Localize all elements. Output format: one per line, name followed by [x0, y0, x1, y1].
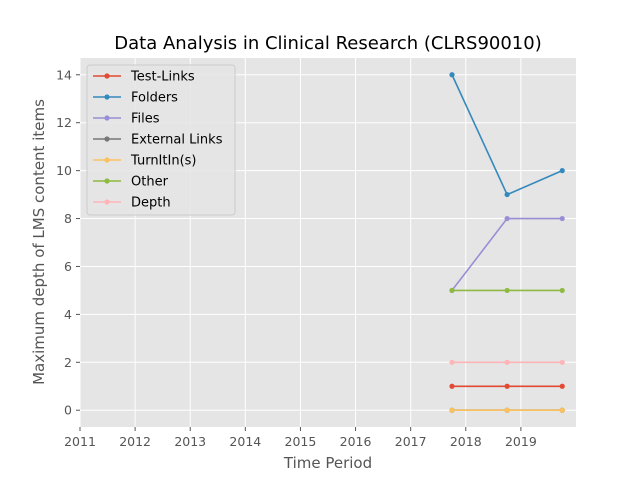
data-point-files	[559, 215, 565, 222]
legend-item: Depth	[93, 196, 171, 211]
legend-label: Folders	[131, 91, 178, 106]
y-tick-label: 12	[56, 115, 72, 130]
legend-label: Test-Links	[130, 70, 195, 85]
legend-label: Other	[131, 175, 169, 190]
data-point-depth	[559, 359, 565, 365]
data-point-folders	[559, 168, 565, 174]
legend-item: Test-Links	[93, 70, 195, 85]
x-axis-label: Time Period	[283, 454, 372, 472]
gridlines	[79, 58, 576, 427]
series-other	[449, 287, 565, 294]
data-point-test-links	[449, 383, 455, 389]
data-point-folders	[504, 191, 510, 198]
series-test-links	[449, 383, 565, 389]
data-point-test-links	[559, 383, 565, 389]
legend-item: External Links	[93, 133, 223, 148]
y-tick-label: 2	[64, 355, 72, 370]
legend-swatch-marker	[104, 115, 110, 121]
data-point-other	[449, 287, 455, 294]
y-tick-label: 10	[56, 163, 72, 178]
legend-item: Folders	[93, 91, 178, 106]
data-point-turnitin-s	[559, 407, 565, 413]
x-tick-label: 2012	[119, 434, 151, 449]
series-turnitin-s	[449, 407, 565, 413]
y-tick-label: 6	[64, 259, 72, 274]
data-point-depth	[504, 359, 510, 365]
y-axis-ticks: 0 2 4 6 8 10 12 14	[56, 67, 80, 418]
legend-box	[86, 64, 236, 216]
y-tick-label: 8	[64, 211, 72, 226]
legend-swatch-marker	[104, 178, 110, 184]
data-point-other	[504, 287, 510, 294]
x-tick-label: 2015	[285, 434, 317, 449]
data-point-turnitin-s	[449, 407, 455, 413]
x-tick-label: 2019	[505, 434, 537, 449]
data-point-files	[504, 215, 510, 222]
y-tick-label: 4	[64, 307, 72, 322]
y-tick-label: 0	[64, 403, 72, 418]
data-point-folders	[449, 72, 455, 78]
series-folders	[449, 72, 565, 198]
legend-label: Depth	[131, 196, 171, 211]
legend-item: TurnItIn(s)	[93, 154, 196, 169]
x-tick-label: 2013	[174, 434, 206, 449]
series-depth	[449, 359, 565, 365]
legend-label: External Links	[131, 133, 223, 148]
x-tick-label: 2016	[340, 434, 372, 449]
chart-title: Data Analysis in Clinical Research (CLRS…	[114, 33, 541, 54]
legend-swatch-marker	[104, 73, 110, 79]
legend-label: TurnItIn(s)	[130, 154, 196, 169]
y-axis-label: Maximum depth of LMS content items	[30, 99, 48, 385]
y-tick-label: 14	[56, 67, 72, 82]
legend: Test-Links Folders Files External Links Turn…	[86, 64, 236, 216]
legend-swatch-marker	[104, 136, 110, 142]
data-point-other	[559, 287, 565, 294]
x-axis-ticks: 2011 2012 2013 2014 2015 2016 2017 2018 2019	[64, 427, 537, 449]
legend-label: Files	[131, 112, 160, 127]
x-tick-label: 2011	[64, 434, 96, 449]
data-point-depth	[449, 359, 455, 365]
series-layer	[449, 72, 565, 413]
data-point-turnitin-s	[504, 407, 510, 413]
x-tick-label: 2014	[229, 434, 261, 449]
legend-item: Files	[93, 112, 160, 127]
legend-item: Other	[93, 175, 169, 190]
x-tick-label: 2017	[395, 434, 427, 449]
legend-swatch-marker	[104, 199, 110, 205]
x-tick-label: 2018	[450, 434, 482, 449]
legend-swatch-marker	[104, 157, 110, 163]
legend-swatch-marker	[104, 94, 110, 100]
data-point-test-links	[504, 383, 510, 389]
